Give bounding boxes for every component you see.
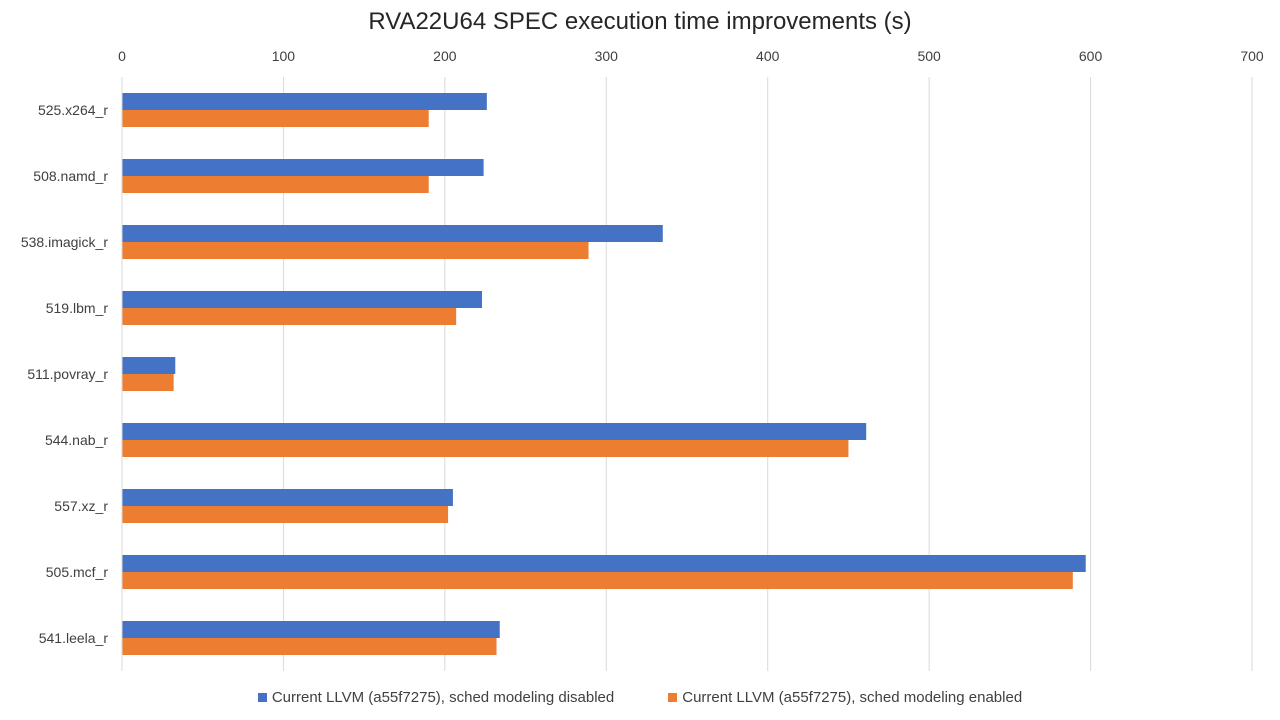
x-tick-label: 0 [118,48,126,64]
bar-enabled [122,110,429,127]
bar-enabled [122,638,497,655]
category-label: 541.leela_r [39,630,109,646]
bar-disabled [122,93,487,110]
category-labels: 525.x264_r 508.namd_r 538.imagick_r 519.lbm… [21,102,108,646]
x-tick-label: 300 [595,48,619,64]
legend-item-enabled: Current LLVM (a55f7275), sched modeling … [668,689,1022,706]
bar-disabled [122,225,663,242]
x-tick-label: 600 [1079,48,1103,64]
category-label: 519.lbm_r [46,300,109,316]
category-label: 525.x264_r [38,102,108,118]
bar-enabled [122,242,589,259]
legend-swatch-enabled [668,693,678,702]
legend-label-disabled: Current LLVM (a55f7275), sched modeling … [271,689,615,706]
legend-swatch-disabled [257,693,267,702]
x-tick-label: 400 [756,48,780,64]
category-label: 538.imagick_r [21,234,108,250]
bars [122,93,1086,655]
legend: Current LLVM (a55f7275), sched modeling … [0,689,1280,706]
bar-enabled [122,308,457,325]
category-label: 557.xz_r [54,498,108,514]
x-axis-ticks: 0 100 200 300 400 500 600 700 [118,48,1264,64]
bar-enabled [122,440,849,457]
bar-enabled [122,374,174,391]
x-tick-label: 100 [272,48,296,64]
x-tick-label: 500 [917,48,941,64]
x-tick-label: 200 [433,48,457,64]
bar-disabled [122,423,867,440]
x-tick-label: 700 [1240,48,1264,64]
bar-enabled [122,176,429,193]
category-label: 511.povray_r [27,366,108,382]
legend-item-disabled: Current LLVM (a55f7275), sched modeling … [257,689,615,706]
category-label: 505.mcf_r [46,564,109,580]
bar-disabled [122,291,482,308]
bar-enabled [122,506,449,523]
bar-disabled [122,489,453,506]
category-label: 544.nab_r [45,432,108,448]
bar-enabled [122,572,1073,589]
category-label: 508.namd_r [33,168,108,184]
bar-disabled [122,357,176,374]
bar-disabled [122,555,1086,572]
legend-label-enabled: Current LLVM (a55f7275), sched modeling … [682,689,1023,706]
bar-disabled [122,621,500,638]
chart-title: RVA22U64 SPEC execution time improvement… [368,8,912,35]
bar-disabled [122,159,484,176]
